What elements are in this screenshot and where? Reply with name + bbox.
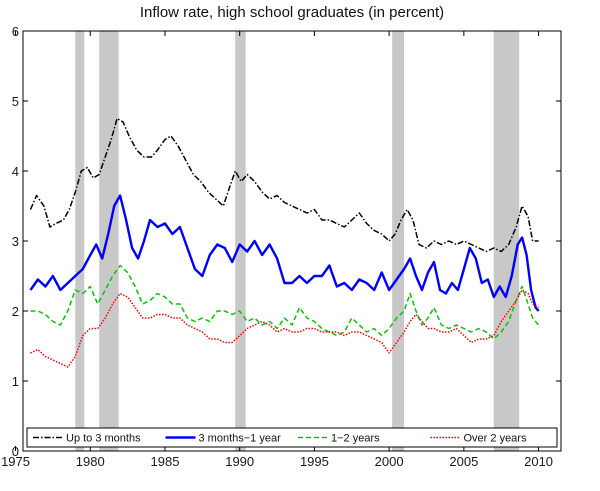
legend-label-1: 3 months−1 year bbox=[199, 433, 282, 445]
series-line-3 bbox=[30, 289, 539, 368]
legend-label-2: 1−2 years bbox=[331, 433, 380, 445]
legend-label-3: Over 2 years bbox=[464, 433, 527, 445]
recession-band-2 bbox=[235, 31, 246, 451]
x-tick-label-2000: 2000 bbox=[375, 454, 404, 469]
recession-band-1 bbox=[99, 31, 119, 451]
x-tick-label-2010: 2010 bbox=[524, 454, 553, 469]
y-tick-label-5: 5 bbox=[12, 94, 19, 109]
plot-frame bbox=[22, 30, 562, 452]
recession-shading bbox=[75, 31, 520, 451]
x-tick-label-2005: 2005 bbox=[449, 454, 478, 469]
series-line-0 bbox=[29, 117, 539, 253]
x-tick-label-1990: 1990 bbox=[225, 454, 254, 469]
x-tick-label-1975: 1975 bbox=[1, 454, 30, 469]
recession-band-3 bbox=[392, 31, 405, 451]
recession-band-0 bbox=[75, 31, 85, 451]
y-tick-label-3: 3 bbox=[12, 234, 19, 249]
y-tick-label-0: 0 bbox=[12, 444, 19, 459]
y-tick-label-6: 6 bbox=[12, 24, 19, 39]
y-tick-label-4: 4 bbox=[12, 164, 19, 179]
x-tick-label-1980: 1980 bbox=[76, 454, 105, 469]
legend-box bbox=[26, 427, 558, 448]
x-tick-label-1985: 1985 bbox=[151, 454, 180, 469]
y-tick-label-1: 1 bbox=[12, 374, 19, 389]
series-line-1 bbox=[29, 194, 540, 312]
chart-title: Inflow rate, high school graduates (in p… bbox=[140, 4, 444, 21]
axis-ticks bbox=[15, 30, 561, 452]
legend-label-0: Up to 3 months bbox=[66, 433, 141, 445]
y-tick-label-2: 2 bbox=[12, 304, 19, 319]
series-line-2 bbox=[30, 264, 540, 340]
legend: Up to 3 months 3 months−1 year 1−2 years Ov… bbox=[26, 427, 558, 448]
series-lines bbox=[29, 117, 540, 368]
tick-labels: 1975 1980 1985 1990 1995 2000 2005 2010 0 1 2 3 4 5 6 bbox=[1, 24, 553, 469]
recession-band-4 bbox=[493, 31, 520, 451]
x-tick-label-1995: 1995 bbox=[300, 454, 329, 469]
